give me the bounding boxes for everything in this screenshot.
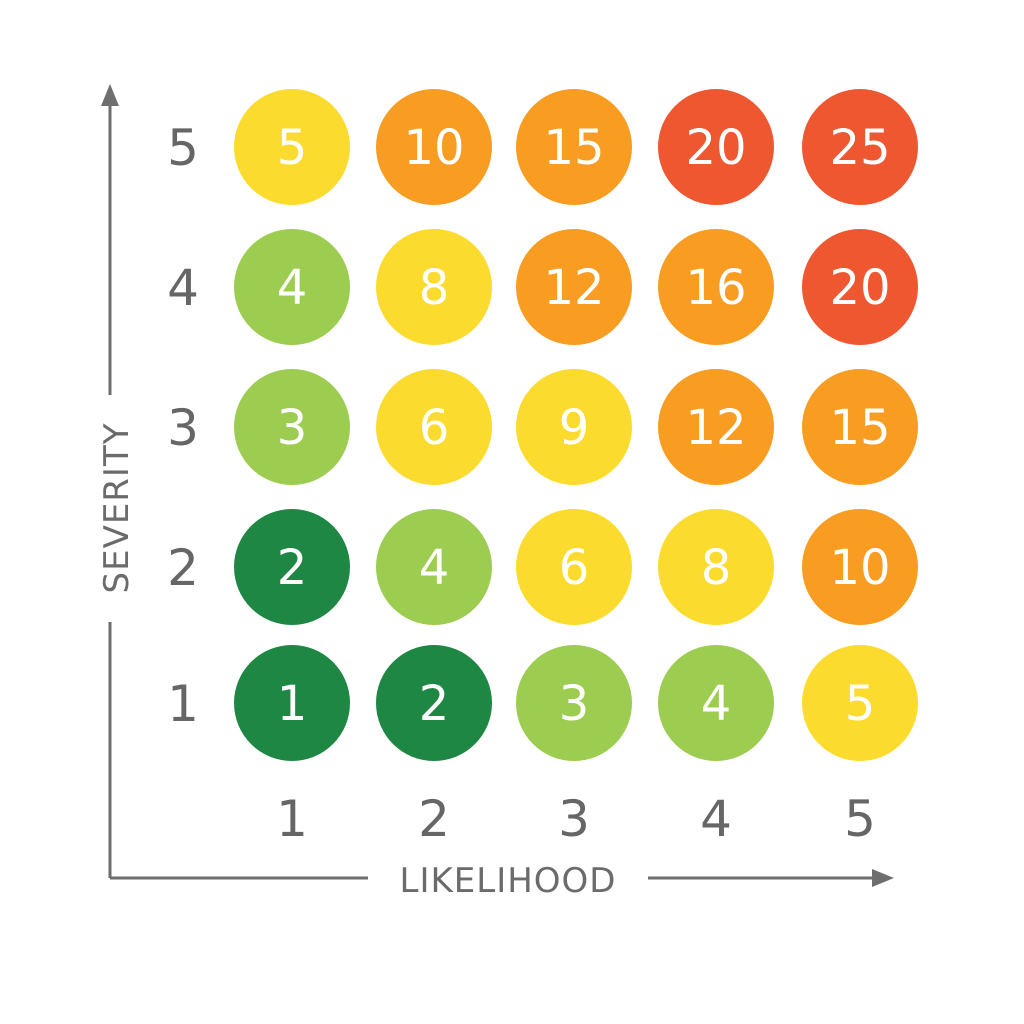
risk-cell-circle <box>516 369 632 485</box>
risk-cell-circle <box>516 645 632 761</box>
risk-cell: 8 <box>658 509 774 625</box>
y-tick-labels: 1 2 3 4 5 <box>167 119 199 733</box>
risk-cell-circle <box>234 369 350 485</box>
risk-cell-value: 6 <box>559 540 590 596</box>
risk-cell-circle <box>376 89 492 205</box>
x-tick-label: 5 <box>844 790 876 848</box>
risk-cell: 3 <box>234 369 350 485</box>
risk-cell-circle <box>802 645 918 761</box>
risk-cell-circle <box>658 369 774 485</box>
risk-cell-circle <box>802 369 918 485</box>
risk-cell-value: 12 <box>543 260 604 316</box>
risk-cell: 20 <box>802 229 918 345</box>
risk-cell: 25 <box>802 89 918 205</box>
risk-cell-value: 3 <box>559 676 590 732</box>
risk-cell-value: 5 <box>277 120 308 176</box>
risk-cell: 3 <box>516 645 632 761</box>
risk-cell-value: 6 <box>419 400 450 456</box>
risk-cell-circle <box>516 509 632 625</box>
risk-cell: 9 <box>516 369 632 485</box>
risk-cell-value: 9 <box>559 400 590 456</box>
risk-cell: 4 <box>376 509 492 625</box>
risk-cell-circle <box>376 509 492 625</box>
risk-cell: 1 <box>234 645 350 761</box>
risk-cell-circle <box>234 229 350 345</box>
risk-cell-value: 25 <box>829 120 890 176</box>
risk-cell-circle <box>802 229 918 345</box>
risk-cell-circle <box>376 645 492 761</box>
risk-cell: 20 <box>658 89 774 205</box>
x-tick-label: 3 <box>558 790 590 848</box>
risk-cell-circle <box>658 89 774 205</box>
risk-cell-value: 10 <box>403 120 464 176</box>
risk-cell: 5 <box>802 645 918 761</box>
x-axis-arrowhead <box>872 869 894 887</box>
y-tick-label: 2 <box>167 539 199 597</box>
risk-cell-value: 16 <box>685 260 746 316</box>
risk-cell-value: 8 <box>701 540 732 596</box>
risk-cell-circle <box>234 89 350 205</box>
risk-cell-value: 15 <box>829 400 890 456</box>
risk-cell-value: 4 <box>277 260 308 316</box>
risk-cell: 15 <box>516 89 632 205</box>
risk-cell: 6 <box>516 509 632 625</box>
risk-cell: 16 <box>658 229 774 345</box>
risk-cell: 6 <box>376 369 492 485</box>
risk-cell-value: 20 <box>829 260 890 316</box>
risk-cell-value: 1 <box>277 676 308 732</box>
risk-cell-value: 2 <box>277 540 308 596</box>
risk-cell: 4 <box>658 645 774 761</box>
risk-cell-circle <box>516 89 632 205</box>
x-tick-labels: 1 2 3 4 5 <box>276 790 876 848</box>
risk-cell-circle <box>802 509 918 625</box>
risk-cell-value: 20 <box>685 120 746 176</box>
risk-cell-circle <box>658 645 774 761</box>
risk-cell-circle <box>376 369 492 485</box>
risk-cell-value: 4 <box>701 676 732 732</box>
y-tick-label: 1 <box>167 675 199 733</box>
risk-cell: 2 <box>376 645 492 761</box>
risk-cell: 4 <box>234 229 350 345</box>
risk-cell: 10 <box>376 89 492 205</box>
risk-cell-circle <box>802 89 918 205</box>
axes: LIKELIHOOD SEVERITY <box>97 84 894 901</box>
risk-cell: 15 <box>802 369 918 485</box>
risk-cell-circle <box>516 229 632 345</box>
x-tick-label: 4 <box>700 790 732 848</box>
y-tick-label: 4 <box>167 259 199 317</box>
risk-cell-value: 4 <box>419 540 450 596</box>
risk-cell-circle <box>234 509 350 625</box>
risk-cell: 2 <box>234 509 350 625</box>
risk-cell-circle <box>658 229 774 345</box>
risk-cell: 8 <box>376 229 492 345</box>
risk-cell-value: 12 <box>685 400 746 456</box>
risk-cell: 12 <box>516 229 632 345</box>
risk-cell: 10 <box>802 509 918 625</box>
y-tick-label: 5 <box>167 119 199 177</box>
risk-cell-value: 10 <box>829 540 890 596</box>
y-tick-label: 3 <box>167 399 199 457</box>
risk-cell-value: 5 <box>845 676 876 732</box>
risk-cell: 5 <box>234 89 350 205</box>
risk-cell-value: 8 <box>419 260 450 316</box>
risk-cell-circle <box>658 509 774 625</box>
risk-cell-value: 3 <box>277 400 308 456</box>
risk-cell: 12 <box>658 369 774 485</box>
x-tick-label: 1 <box>276 790 308 848</box>
y-axis-title: SEVERITY <box>97 423 137 594</box>
risk-cell-circle <box>376 229 492 345</box>
risk-cell-circle <box>234 645 350 761</box>
risk-cell-value: 15 <box>543 120 604 176</box>
risk-cells: 5 10 15 20 254 8 12 16 203 6 9 12 152 4 6 8 101 2 3 4 5 <box>234 89 918 761</box>
risk-cell-value: 2 <box>419 676 450 732</box>
x-axis-title: LIKELIHOOD <box>400 861 617 901</box>
y-axis-arrowhead <box>101 84 119 106</box>
x-tick-label: 2 <box>418 790 450 848</box>
